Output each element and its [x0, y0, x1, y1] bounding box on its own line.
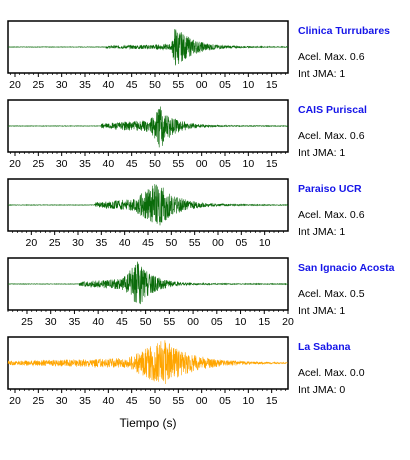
station-name-5: La Sabana — [298, 341, 351, 353]
tick-label: 55 — [164, 316, 176, 328]
station-name-3: Paraiso UCR — [298, 183, 362, 195]
tick-label: 55 — [172, 79, 184, 91]
tick-label: 15 — [266, 158, 278, 170]
accel-max-5: Acel. Max. 0.0 — [298, 367, 365, 379]
tick-label: 00 — [212, 237, 224, 249]
tick-label: 30 — [56, 395, 68, 407]
tick-label: 30 — [56, 158, 68, 170]
tick-label: 45 — [126, 79, 138, 91]
tick-label: 00 — [196, 158, 208, 170]
tick-label: 10 — [235, 316, 247, 328]
station-name-4: San Ignacio Acosta — [298, 262, 395, 274]
tick-label: 50 — [140, 316, 152, 328]
tick-label: 30 — [72, 237, 84, 249]
waveform-2 — [7, 106, 289, 148]
tick-label: 15 — [266, 79, 278, 91]
waveform-3 — [7, 184, 289, 226]
station-name-1: Clinica Turrubares — [298, 25, 390, 37]
tick-label: 45 — [142, 237, 154, 249]
tick-label: 40 — [119, 237, 131, 249]
tick-label: 35 — [79, 79, 91, 91]
tick-label: 50 — [165, 237, 177, 249]
tick-label: 05 — [235, 237, 247, 249]
tick-label: 15 — [266, 395, 278, 407]
int-jma-1: Int JMA: 1 — [298, 68, 345, 80]
tick-label: 20 — [9, 158, 21, 170]
tick-label: 10 — [242, 158, 254, 170]
tick-label: 00 — [196, 395, 208, 407]
tick-label: 55 — [172, 395, 184, 407]
int-jma-3: Int JMA: 1 — [298, 226, 345, 238]
tick-label: 10 — [242, 79, 254, 91]
tick-label: 05 — [211, 316, 223, 328]
tick-label: 20 — [9, 79, 21, 91]
int-jma-5: Int JMA: 0 — [298, 384, 345, 396]
int-jma-2: Int JMA: 1 — [298, 147, 345, 159]
tick-label: 15 — [258, 316, 270, 328]
tick-label: 55 — [172, 158, 184, 170]
accel-max-1: Acel. Max. 0.6 — [298, 51, 365, 63]
tick-label: 10 — [259, 237, 271, 249]
waveform-4 — [7, 261, 289, 305]
tick-label: 00 — [187, 316, 199, 328]
tick-label: 35 — [69, 316, 81, 328]
waveform-1 — [7, 29, 289, 66]
tick-label: 00 — [196, 79, 208, 91]
tick-label: 20 — [25, 237, 37, 249]
accel-max-2: Acel. Max. 0.6 — [298, 130, 365, 142]
tick-label: 40 — [102, 395, 114, 407]
int-jma-4: Int JMA: 1 — [298, 305, 345, 317]
tick-label: 05 — [219, 79, 231, 91]
tick-label: 45 — [116, 316, 128, 328]
tick-label: 30 — [45, 316, 57, 328]
accel-max-3: Acel. Max. 0.6 — [298, 209, 365, 221]
tick-label: 55 — [189, 237, 201, 249]
tick-label: 20 — [9, 395, 21, 407]
tick-label: 40 — [102, 158, 114, 170]
tick-label: 50 — [149, 79, 161, 91]
tick-label: 45 — [126, 158, 138, 170]
tick-label: 05 — [219, 395, 231, 407]
tick-label: 25 — [49, 237, 61, 249]
tick-label: 50 — [149, 158, 161, 170]
station-name-2: CAIS Puriscal — [298, 104, 367, 116]
tick-label: 10 — [242, 395, 254, 407]
x-axis-label: Tiempo (s) — [120, 416, 177, 430]
accel-max-4: Acel. Max. 0.5 — [298, 288, 365, 300]
tick-label: 35 — [79, 158, 91, 170]
tick-label: 25 — [32, 158, 44, 170]
tick-label: 35 — [79, 395, 91, 407]
tick-label: 05 — [219, 158, 231, 170]
tick-label: 35 — [95, 237, 107, 249]
tick-label: 25 — [32, 395, 44, 407]
tick-label: 30 — [56, 79, 68, 91]
tick-label: 25 — [21, 316, 33, 328]
waveform-5 — [7, 340, 288, 385]
tick-label: 20 — [282, 316, 294, 328]
tick-label: 25 — [32, 79, 44, 91]
tick-label: 40 — [92, 316, 104, 328]
tick-label: 50 — [149, 395, 161, 407]
tick-label: 45 — [126, 395, 138, 407]
tick-label: 40 — [102, 79, 114, 91]
